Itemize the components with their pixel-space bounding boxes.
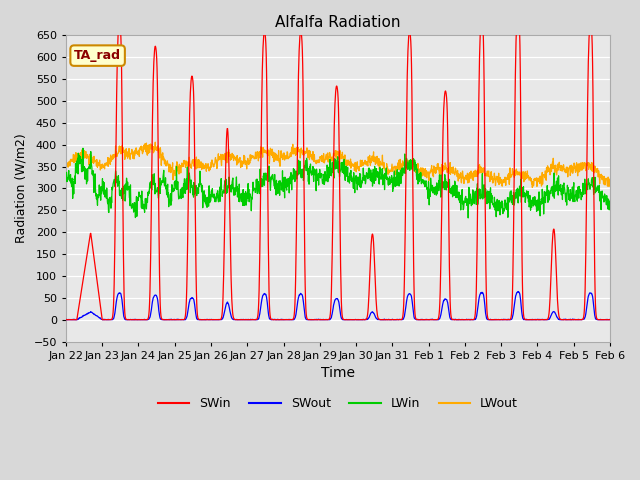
SWin — [466, 317, 474, 323]
SWin — [147, 229, 155, 235]
Line: SWin: SWin — [66, 9, 610, 320]
LWout — [606, 179, 614, 184]
LWin — [324, 179, 332, 185]
LWin — [62, 176, 70, 181]
X-axis label: Time: Time — [321, 366, 355, 380]
LWout — [600, 181, 607, 187]
LWout — [152, 139, 159, 145]
SWout — [515, 288, 522, 294]
LWout — [314, 160, 321, 166]
SWin — [606, 317, 614, 323]
SWout — [467, 317, 474, 323]
Y-axis label: Radiation (W/m2): Radiation (W/m2) — [15, 133, 28, 243]
SWout — [606, 317, 614, 323]
SWin — [324, 317, 332, 323]
LWin — [547, 188, 554, 193]
Line: LWin: LWin — [66, 148, 610, 218]
LWin — [148, 178, 156, 184]
SWout — [63, 317, 70, 323]
Text: TA_rad: TA_rad — [74, 49, 121, 62]
SWout — [62, 316, 70, 322]
SWin — [514, 6, 522, 12]
SWin — [314, 317, 321, 323]
Legend: SWin, SWout, LWin, LWout: SWin, SWout, LWin, LWout — [153, 392, 523, 415]
LWin — [467, 195, 474, 201]
SWout — [600, 317, 607, 323]
SWout — [148, 307, 156, 312]
SWout — [314, 317, 321, 323]
LWout — [547, 171, 554, 177]
SWout — [324, 317, 332, 323]
LWin — [465, 215, 472, 221]
SWout — [547, 314, 554, 320]
LWin — [600, 193, 607, 199]
Title: Alfalfa Radiation: Alfalfa Radiation — [275, 15, 401, 30]
LWout — [62, 165, 70, 171]
LWout — [147, 146, 155, 152]
LWin — [606, 198, 614, 204]
SWin — [600, 317, 607, 323]
SWin — [546, 296, 554, 301]
Line: LWout: LWout — [66, 142, 610, 188]
SWin — [62, 317, 70, 323]
Line: SWout: SWout — [66, 291, 610, 320]
LWin — [79, 145, 87, 151]
LWout — [324, 150, 332, 156]
LWout — [467, 174, 474, 180]
LWin — [314, 177, 321, 183]
LWout — [529, 185, 536, 191]
